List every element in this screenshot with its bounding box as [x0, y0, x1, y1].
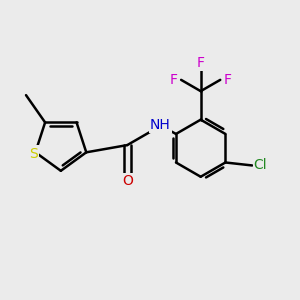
Text: Cl: Cl	[254, 158, 267, 172]
Text: F: F	[170, 73, 178, 87]
Text: NH: NH	[150, 118, 171, 132]
Text: F: F	[197, 56, 205, 70]
Text: O: O	[122, 174, 133, 188]
Text: S: S	[28, 146, 38, 161]
Text: F: F	[224, 73, 231, 87]
